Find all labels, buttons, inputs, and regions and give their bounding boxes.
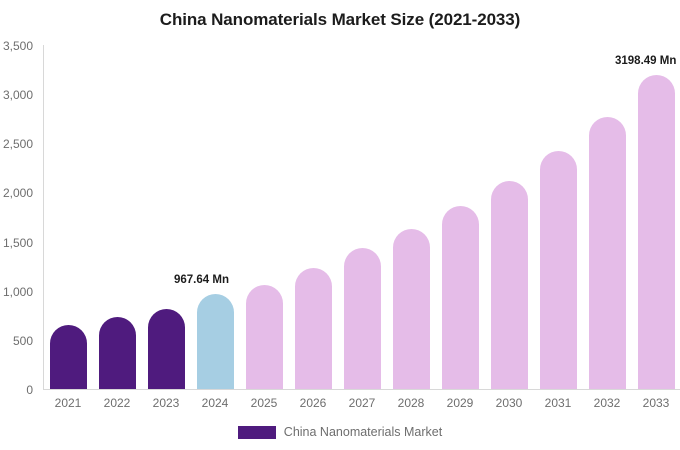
bar-annotation-2024: 967.64 Mn bbox=[174, 273, 229, 286]
x-axis-tick-label-2024: 2024 bbox=[201, 396, 229, 410]
x-axis-tick-label-2031: 2031 bbox=[544, 396, 572, 410]
x-axis-line bbox=[43, 389, 680, 390]
bar-2030[interactable] bbox=[490, 180, 528, 389]
legend-swatch-china-nanomaterials-market bbox=[237, 425, 276, 439]
bar-2033[interactable] bbox=[637, 74, 675, 389]
bar-2031[interactable] bbox=[539, 151, 577, 389]
bar-2025[interactable] bbox=[245, 285, 283, 389]
y-axis-tick-label: 3,500 bbox=[2, 39, 33, 53]
x-axis-tick-label-2027: 2027 bbox=[348, 396, 376, 410]
x-axis-tick-label-2032: 2032 bbox=[593, 396, 621, 410]
y-axis-tick-label: 2,000 bbox=[2, 186, 33, 201]
bar-2024[interactable] bbox=[196, 293, 234, 389]
bar-2026[interactable] bbox=[294, 268, 332, 389]
bar-annotation-2033: 3198.49 Mn bbox=[615, 54, 677, 67]
legend-label-china-nanomaterials-market: China Nanomaterials Market bbox=[283, 425, 443, 439]
bar-2021[interactable] bbox=[49, 325, 87, 389]
x-axis-tick-label-2023: 2023 bbox=[152, 396, 180, 410]
y-axis-tick-label: 1,500 bbox=[2, 235, 33, 250]
y-axis-tick-label: 500 bbox=[12, 333, 33, 348]
x-axis-tick-label-2029: 2029 bbox=[446, 396, 474, 410]
bar-2032[interactable] bbox=[588, 116, 626, 389]
y-axis-tick-label: 1,000 bbox=[2, 284, 33, 299]
chart-title: China Nanomaterials Market Size (2021-20… bbox=[159, 10, 521, 29]
bar-2029[interactable] bbox=[441, 206, 479, 389]
x-axis-tick-label-2022: 2022 bbox=[103, 396, 131, 410]
bar-2023[interactable] bbox=[147, 309, 185, 389]
bar-2022[interactable] bbox=[98, 316, 136, 389]
plot-area bbox=[43, 45, 680, 389]
x-axis-tick-label-2033: 2033 bbox=[642, 396, 670, 410]
y-axis-tick-label: 3,000 bbox=[2, 88, 33, 103]
x-axis-tick-label-2028: 2028 bbox=[397, 396, 425, 410]
y-axis-tick-label: 2,500 bbox=[2, 137, 33, 152]
y-axis-line bbox=[43, 45, 44, 389]
x-axis-tick-label-2025: 2025 bbox=[250, 396, 278, 410]
x-axis-tick-label-2021: 2021 bbox=[54, 396, 82, 410]
y-axis-tick-label: 0 bbox=[26, 383, 33, 397]
bar-2028[interactable] bbox=[392, 229, 430, 389]
x-axis-tick-label-2030: 2030 bbox=[495, 396, 523, 410]
bar-2027[interactable] bbox=[343, 248, 381, 389]
x-axis-tick-label-2026: 2026 bbox=[299, 396, 327, 410]
chart-legend: China Nanomaterials Market bbox=[0, 425, 680, 439]
